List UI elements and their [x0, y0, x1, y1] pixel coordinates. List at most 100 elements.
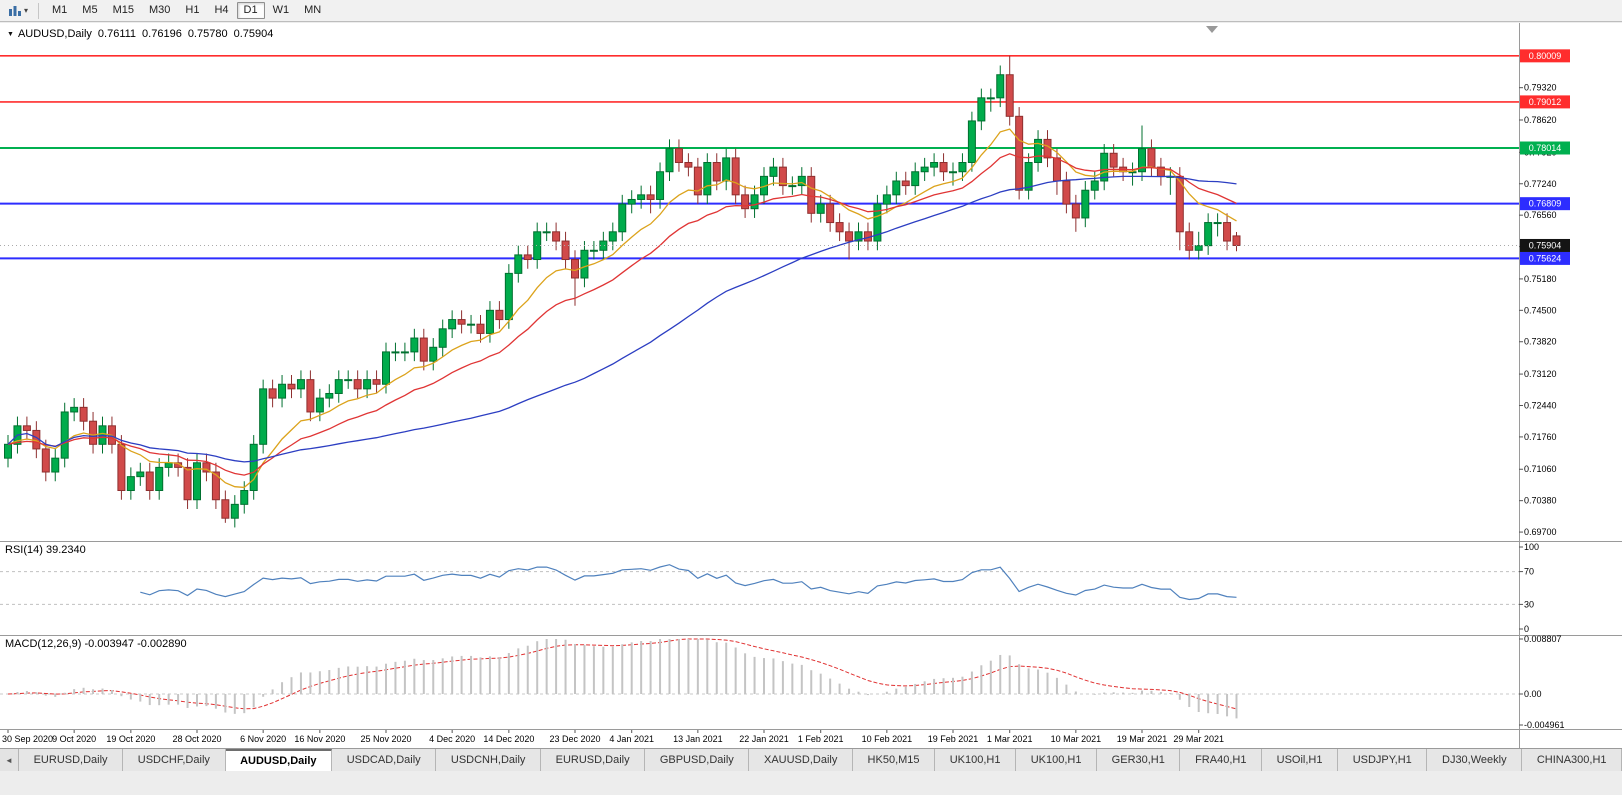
svg-text:6 Nov 2020: 6 Nov 2020: [240, 734, 286, 744]
svg-text:0.75904: 0.75904: [1529, 240, 1562, 250]
svg-text:0.73820: 0.73820: [1524, 337, 1557, 347]
timeframe-m1-button[interactable]: M1: [45, 2, 74, 19]
svg-text:0.80009: 0.80009: [1529, 51, 1562, 61]
svg-text:0.73120: 0.73120: [1524, 369, 1557, 379]
open-value: 0.76111: [97, 28, 137, 40]
chart-tab-uk100-h1[interactable]: UK100,H1: [1016, 749, 1098, 771]
chart-tab-hk50-m15[interactable]: HK50,M15: [852, 749, 936, 771]
svg-text:19 Oct 2020: 19 Oct 2020: [106, 734, 155, 744]
svg-text:19 Feb 2021: 19 Feb 2021: [928, 734, 979, 744]
chart-tab-usdjpy-h1[interactable]: USDJPY,H1: [1338, 749, 1428, 771]
chart-tab-audusd-daily[interactable]: AUDUSD,Daily: [225, 749, 333, 771]
price-badge-0.78014: 0.78014: [1520, 141, 1570, 155]
symbol-marker-icon[interactable]: ▼: [7, 30, 14, 38]
chart-tab-xauusd-daily[interactable]: XAUUSD,Daily: [749, 749, 853, 771]
macd-histogram: [16, 639, 1238, 719]
ma-ema-20: [7, 153, 1237, 476]
svg-text:0.69700: 0.69700: [1524, 527, 1557, 537]
svg-text:0.76560: 0.76560: [1524, 210, 1557, 220]
svg-text:1 Feb 2021: 1 Feb 2021: [798, 734, 844, 744]
svg-text:70: 70: [1524, 567, 1534, 577]
price-badge-0.79012: 0.79012: [1520, 95, 1570, 109]
ma-sma-50: [7, 175, 1237, 463]
chart-tab-china300-h1[interactable]: CHINA300,H1: [1522, 749, 1622, 771]
svg-text:19 Mar 2021: 19 Mar 2021: [1117, 734, 1168, 744]
rsi-line: [140, 564, 1237, 601]
svg-text:0.008807: 0.008807: [1524, 634, 1562, 644]
timeframe-buttons: M1 M5 M15 M30 H1 H4 D1 W1 MN: [45, 2, 328, 19]
svg-text:30 Sep 2020: 30 Sep 2020: [2, 734, 53, 744]
chart-tab-eurusd-daily[interactable]: EURUSD,Daily: [541, 749, 646, 771]
chart-tab-fra40-h1[interactable]: FRA40,H1: [1180, 749, 1263, 771]
tab-scroll-left-button[interactable]: ◄: [0, 749, 19, 771]
current-price-badge: 0.75904: [1520, 238, 1570, 252]
rsi-panel: 100 70 30 0: [0, 542, 1539, 634]
svg-text:4 Jan 2021: 4 Jan 2021: [609, 734, 654, 744]
svg-text:0.79320: 0.79320: [1524, 83, 1557, 93]
chart-tab-ger30-h1[interactable]: GER30,H1: [1097, 749, 1181, 771]
timeframe-m15-button[interactable]: M15: [106, 2, 141, 19]
price-badge-0.76809: 0.76809: [1520, 197, 1570, 211]
svg-text:0.75624: 0.75624: [1529, 253, 1562, 263]
price-badge-0.75624: 0.75624: [1520, 251, 1570, 265]
candlesticks: [4, 55, 1241, 528]
chart-tab-dj30-weekly[interactable]: DJ30,Weekly: [1427, 749, 1523, 771]
svg-text:0.78014: 0.78014: [1529, 143, 1562, 153]
charts-list-button[interactable]: ▾: [4, 4, 32, 18]
time-axis[interactable]: 30 Sep 2020 9 Oct 2020 19 Oct 2020 28 Oct 2…: [2, 730, 1224, 744]
high-value: 0.76196: [142, 28, 182, 40]
timeframe-m30-button[interactable]: M30: [142, 2, 177, 19]
svg-text:0.70380: 0.70380: [1524, 496, 1557, 506]
chart-tab-usdchf-daily[interactable]: USDCHF,Daily: [123, 749, 226, 771]
svg-text:29 Mar 2021: 29 Mar 2021: [1173, 734, 1224, 744]
close-value: 0.75904: [233, 28, 274, 40]
svg-text:10 Mar 2021: 10 Mar 2021: [1051, 734, 1102, 744]
chart-canvas[interactable]: 0.793200.786200.779200.772400.765600.758…: [0, 23, 1622, 748]
timeframe-d1-button[interactable]: D1: [236, 2, 265, 19]
svg-text:0.72440: 0.72440: [1524, 400, 1557, 410]
chart-tab-eurusd-daily[interactable]: EURUSD,Daily: [19, 749, 124, 771]
svg-text:28 Oct 2020: 28 Oct 2020: [172, 734, 221, 744]
timeframe-h4-button[interactable]: H4: [207, 2, 235, 19]
svg-text:0.75180: 0.75180: [1524, 274, 1557, 284]
chevron-down-icon: ▾: [24, 6, 29, 15]
svg-text:4 Dec 2020: 4 Dec 2020: [429, 734, 475, 744]
price-badge-0.80009: 0.80009: [1520, 49, 1570, 63]
chart-tab-usdcnh-daily[interactable]: USDCNH,Daily: [436, 749, 542, 771]
chart-type-icon: [9, 5, 21, 16]
timeframe-h1-button[interactable]: H1: [178, 2, 206, 19]
ohlc-info: ▼ AUDUSD,Daily 0.76111 0.76196 0.75780 0…: [7, 28, 273, 40]
chart-tab-usoil-h1[interactable]: USOil,H1: [1262, 749, 1339, 771]
symbol-name: AUDUSD,Daily: [17, 28, 92, 40]
chart-shift-marker-icon[interactable]: [1206, 26, 1218, 33]
timeframe-w1-button[interactable]: W1: [266, 2, 297, 19]
svg-text:1 Mar 2021: 1 Mar 2021: [987, 734, 1033, 744]
svg-text:13 Jan 2021: 13 Jan 2021: [673, 734, 723, 744]
timeframe-m5-button[interactable]: M5: [75, 2, 104, 19]
svg-text:25 Nov 2020: 25 Nov 2020: [360, 734, 411, 744]
svg-text:0: 0: [1524, 624, 1529, 634]
moving-average-lines[interactable]: [7, 128, 1237, 489]
svg-text:16 Nov 2020: 16 Nov 2020: [294, 734, 345, 744]
chart-tab-bar: ◄ EURUSD,Daily USDCHF,Daily AUDUSD,Daily US…: [0, 748, 1622, 771]
svg-text:23 Dec 2020: 23 Dec 2020: [549, 734, 600, 744]
chart-tab-uk100-h1[interactable]: UK100,H1: [935, 749, 1017, 771]
low-value: 0.75780: [187, 28, 228, 40]
svg-text:30: 30: [1524, 599, 1534, 609]
chart-background: [0, 23, 1622, 748]
chart-tab-gbpusd-daily[interactable]: GBPUSD,Daily: [645, 749, 750, 771]
svg-text:0.78620: 0.78620: [1524, 115, 1557, 125]
status-bar: [0, 771, 1622, 795]
svg-text:9 Oct 2020: 9 Oct 2020: [52, 734, 96, 744]
ma-ema-10: [7, 128, 1237, 489]
svg-text:0.76809: 0.76809: [1529, 199, 1562, 209]
rsi-indicator-label: RSI(14) 39.2340: [5, 544, 86, 556]
svg-text:0.79012: 0.79012: [1529, 97, 1562, 107]
timeframe-mn-button[interactable]: MN: [297, 2, 328, 19]
chart-tab-usdcad-daily[interactable]: USDCAD,Daily: [332, 749, 437, 771]
macd-indicator-label: MACD(12,26,9) -0.003947 -0.002890: [5, 638, 187, 650]
svg-text:22 Jan 2021: 22 Jan 2021: [739, 734, 789, 744]
svg-text:0.77240: 0.77240: [1524, 179, 1557, 189]
svg-text:100: 100: [1524, 542, 1539, 552]
timeframe-toolbar: ▾ M1 M5 M15 M30 H1 H4 D1 W1 MN: [0, 0, 1622, 22]
